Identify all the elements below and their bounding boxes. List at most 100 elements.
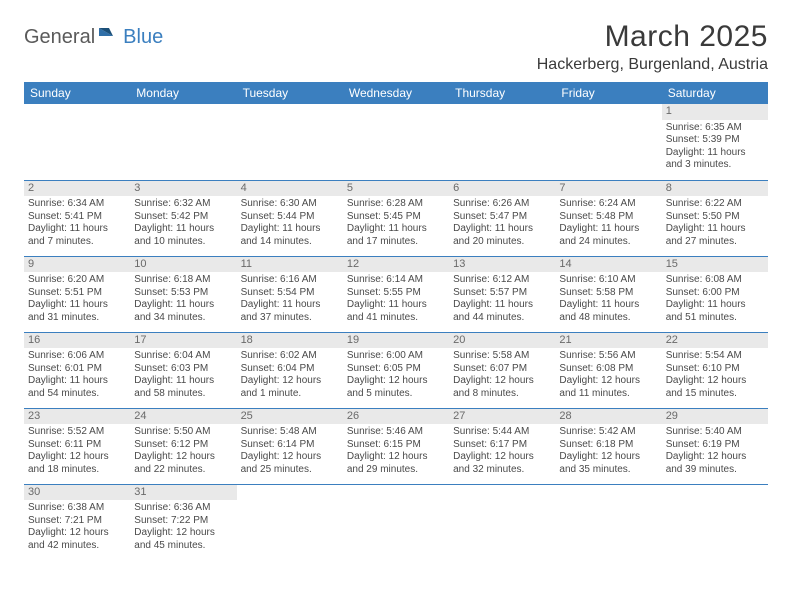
day-number: 5 bbox=[343, 181, 449, 197]
sunset-text: Sunset: 5:45 PM bbox=[347, 211, 445, 224]
sunrise-text: Sunrise: 6:35 AM bbox=[666, 122, 764, 135]
sunrise-text: Sunrise: 5:46 AM bbox=[347, 426, 445, 439]
calendar-cell bbox=[555, 484, 661, 560]
daylight-text: Daylight: 11 hours and 24 minutes. bbox=[559, 223, 657, 248]
sunrise-text: Sunrise: 6:10 AM bbox=[559, 274, 657, 287]
daylight-text: Daylight: 12 hours and 11 minutes. bbox=[559, 375, 657, 400]
sunset-text: Sunset: 6:05 PM bbox=[347, 363, 445, 376]
daylight-text: Daylight: 12 hours and 5 minutes. bbox=[347, 375, 445, 400]
sunset-text: Sunset: 6:10 PM bbox=[666, 363, 764, 376]
daylight-text: Daylight: 11 hours and 58 minutes. bbox=[134, 375, 232, 400]
calendar-cell: 11Sunrise: 6:16 AMSunset: 5:54 PMDayligh… bbox=[237, 256, 343, 332]
sunrise-text: Sunrise: 5:48 AM bbox=[241, 426, 339, 439]
day-number: 20 bbox=[449, 333, 555, 349]
daylight-text: Daylight: 11 hours and 51 minutes. bbox=[666, 299, 764, 324]
calendar-cell bbox=[343, 484, 449, 560]
sunrise-text: Sunrise: 6:36 AM bbox=[134, 502, 232, 515]
calendar-cell bbox=[237, 104, 343, 180]
calendar-week-row: 23Sunrise: 5:52 AMSunset: 6:11 PMDayligh… bbox=[24, 408, 768, 484]
sunset-text: Sunset: 5:47 PM bbox=[453, 211, 551, 224]
day-number: 30 bbox=[24, 485, 130, 501]
calendar-cell: 21Sunrise: 5:56 AMSunset: 6:08 PMDayligh… bbox=[555, 332, 661, 408]
location-text: Hackerberg, Burgenland, Austria bbox=[537, 56, 768, 74]
calendar-table: Sunday Monday Tuesday Wednesday Thursday… bbox=[24, 82, 768, 560]
header: General Blue March 2025 Hackerberg, Burg… bbox=[24, 20, 768, 74]
calendar-cell: 9Sunrise: 6:20 AMSunset: 5:51 PMDaylight… bbox=[24, 256, 130, 332]
day-number: 2 bbox=[24, 181, 130, 197]
calendar-cell: 4Sunrise: 6:30 AMSunset: 5:44 PMDaylight… bbox=[237, 180, 343, 256]
sunset-text: Sunset: 6:11 PM bbox=[28, 439, 126, 452]
sunset-text: Sunset: 5:53 PM bbox=[134, 287, 232, 300]
day-number: 6 bbox=[449, 181, 555, 197]
sunset-text: Sunset: 5:51 PM bbox=[28, 287, 126, 300]
daylight-text: Daylight: 11 hours and 41 minutes. bbox=[347, 299, 445, 324]
day-header: Wednesday bbox=[343, 82, 449, 104]
sunset-text: Sunset: 6:17 PM bbox=[453, 439, 551, 452]
calendar-cell: 7Sunrise: 6:24 AMSunset: 5:48 PMDaylight… bbox=[555, 180, 661, 256]
calendar-cell: 22Sunrise: 5:54 AMSunset: 6:10 PMDayligh… bbox=[662, 332, 768, 408]
sunrise-text: Sunrise: 6:08 AM bbox=[666, 274, 764, 287]
day-number: 22 bbox=[662, 333, 768, 349]
day-number: 26 bbox=[343, 409, 449, 425]
day-number: 1 bbox=[662, 104, 768, 120]
calendar-week-row: 1Sunrise: 6:35 AMSunset: 5:39 PMDaylight… bbox=[24, 104, 768, 180]
day-number: 4 bbox=[237, 181, 343, 197]
day-number: 10 bbox=[130, 257, 236, 273]
daylight-text: Daylight: 12 hours and 18 minutes. bbox=[28, 451, 126, 476]
daylight-text: Daylight: 12 hours and 22 minutes. bbox=[134, 451, 232, 476]
calendar-cell bbox=[343, 104, 449, 180]
sunrise-text: Sunrise: 5:42 AM bbox=[559, 426, 657, 439]
sunset-text: Sunset: 6:07 PM bbox=[453, 363, 551, 376]
calendar-cell bbox=[555, 104, 661, 180]
sunrise-text: Sunrise: 6:24 AM bbox=[559, 198, 657, 211]
calendar-cell: 13Sunrise: 6:12 AMSunset: 5:57 PMDayligh… bbox=[449, 256, 555, 332]
sunrise-text: Sunrise: 6:02 AM bbox=[241, 350, 339, 363]
day-header: Friday bbox=[555, 82, 661, 104]
day-number: 3 bbox=[130, 181, 236, 197]
calendar-cell: 6Sunrise: 6:26 AMSunset: 5:47 PMDaylight… bbox=[449, 180, 555, 256]
sunset-text: Sunset: 5:55 PM bbox=[347, 287, 445, 300]
logo-text-general: General bbox=[24, 26, 95, 49]
daylight-text: Daylight: 11 hours and 20 minutes. bbox=[453, 223, 551, 248]
sunrise-text: Sunrise: 6:34 AM bbox=[28, 198, 126, 211]
sunset-text: Sunset: 5:48 PM bbox=[559, 211, 657, 224]
logo-text-blue: Blue bbox=[123, 26, 163, 49]
day-number: 27 bbox=[449, 409, 555, 425]
calendar-week-row: 9Sunrise: 6:20 AMSunset: 5:51 PMDaylight… bbox=[24, 256, 768, 332]
day-number: 31 bbox=[130, 485, 236, 501]
day-number: 17 bbox=[130, 333, 236, 349]
day-number: 12 bbox=[343, 257, 449, 273]
sunrise-text: Sunrise: 6:16 AM bbox=[241, 274, 339, 287]
day-number: 19 bbox=[343, 333, 449, 349]
sunrise-text: Sunrise: 6:26 AM bbox=[453, 198, 551, 211]
sunset-text: Sunset: 6:14 PM bbox=[241, 439, 339, 452]
daylight-text: Daylight: 11 hours and 54 minutes. bbox=[28, 375, 126, 400]
calendar-cell: 16Sunrise: 6:06 AMSunset: 6:01 PMDayligh… bbox=[24, 332, 130, 408]
sunrise-text: Sunrise: 6:20 AM bbox=[28, 274, 126, 287]
calendar-cell: 20Sunrise: 5:58 AMSunset: 6:07 PMDayligh… bbox=[449, 332, 555, 408]
day-number: 7 bbox=[555, 181, 661, 197]
daylight-text: Daylight: 11 hours and 44 minutes. bbox=[453, 299, 551, 324]
calendar-week-row: 16Sunrise: 6:06 AMSunset: 6:01 PMDayligh… bbox=[24, 332, 768, 408]
sunrise-text: Sunrise: 5:54 AM bbox=[666, 350, 764, 363]
sunset-text: Sunset: 6:19 PM bbox=[666, 439, 764, 452]
calendar-cell bbox=[449, 104, 555, 180]
daylight-text: Daylight: 11 hours and 7 minutes. bbox=[28, 223, 126, 248]
daylight-text: Daylight: 12 hours and 25 minutes. bbox=[241, 451, 339, 476]
day-number: 11 bbox=[237, 257, 343, 273]
calendar-cell bbox=[24, 104, 130, 180]
calendar-cell bbox=[662, 484, 768, 560]
sunset-text: Sunset: 6:18 PM bbox=[559, 439, 657, 452]
sunrise-text: Sunrise: 5:44 AM bbox=[453, 426, 551, 439]
day-number: 21 bbox=[555, 333, 661, 349]
sunrise-text: Sunrise: 6:00 AM bbox=[347, 350, 445, 363]
logo-flag-icon bbox=[99, 26, 121, 49]
sunset-text: Sunset: 5:54 PM bbox=[241, 287, 339, 300]
daylight-text: Daylight: 11 hours and 17 minutes. bbox=[347, 223, 445, 248]
sunset-text: Sunset: 5:58 PM bbox=[559, 287, 657, 300]
calendar-cell: 1Sunrise: 6:35 AMSunset: 5:39 PMDaylight… bbox=[662, 104, 768, 180]
daylight-text: Daylight: 12 hours and 15 minutes. bbox=[666, 375, 764, 400]
day-number: 28 bbox=[555, 409, 661, 425]
day-number: 23 bbox=[24, 409, 130, 425]
sunset-text: Sunset: 6:12 PM bbox=[134, 439, 232, 452]
